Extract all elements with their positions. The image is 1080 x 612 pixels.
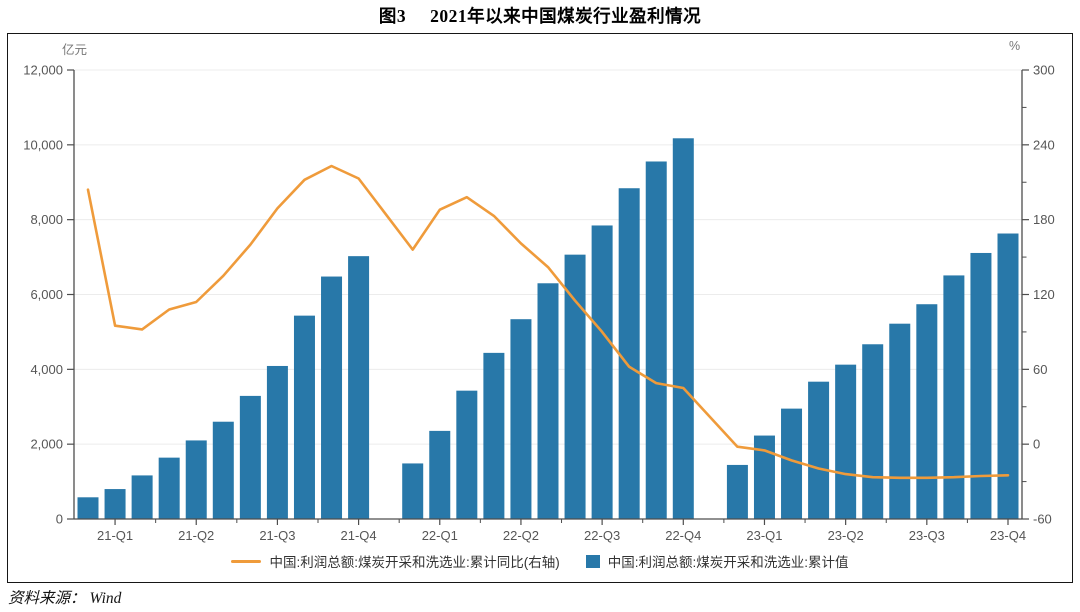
svg-text:8,000: 8,000 [30, 212, 63, 227]
yoy-line [86, 164, 1010, 480]
bar-series [77, 138, 1019, 520]
svg-text:0: 0 [1033, 437, 1040, 452]
legend-line-swatch-icon [231, 559, 262, 563]
bar-2023-09 [916, 304, 938, 519]
bar-2022-05 [483, 352, 505, 519]
right-axis-unit-label: % [1009, 39, 1021, 53]
svg-text:240: 240 [1033, 137, 1055, 152]
bar-2021-07 [212, 421, 234, 519]
svg-text:23-Q4: 23-Q4 [990, 528, 1026, 543]
svg-text:22-Q1: 22-Q1 [422, 528, 458, 543]
bar-2021-04 [131, 475, 153, 519]
bar-2021-06 [185, 440, 207, 519]
bar-2021-08 [239, 395, 261, 519]
bar-2023-07 [862, 344, 884, 519]
bar-2023-03 [753, 435, 775, 519]
bar-2022-03 [429, 430, 451, 519]
svg-text:6,000: 6,000 [30, 287, 63, 302]
svg-text:22-Q3: 22-Q3 [584, 528, 620, 543]
svg-text:12,000: 12,000 [23, 63, 63, 78]
bar-2023-04 [781, 408, 803, 519]
svg-text:2,000: 2,000 [30, 437, 63, 452]
bar-2022-02 [402, 463, 424, 519]
bar-2023-11 [970, 252, 992, 519]
left-axis: 0 2,000 4,000 6,000 8,000 10,000 12,000 [23, 63, 75, 527]
svg-text:23-Q2: 23-Q2 [828, 528, 864, 543]
svg-text:22-Q4: 22-Q4 [665, 528, 701, 543]
legend-item-line: 中国:利润总额:煤炭开采和洗选业:累计同比(右轴) [231, 551, 560, 571]
svg-text:10,000: 10,000 [23, 137, 63, 152]
svg-text:60: 60 [1033, 362, 1047, 377]
bar-2021-12 [348, 256, 370, 519]
bar-2022-11 [645, 161, 667, 519]
left-axis-unit-label: 亿元 [62, 43, 88, 57]
chart-legend: 中国:利润总额:煤炭开采和洗选业:累计同比(右轴) 中国:利润总额:煤炭开采和洗… [0, 551, 1080, 571]
source-note: 资料来源： Wind [8, 586, 121, 608]
svg-text:21-Q4: 21-Q4 [341, 528, 377, 543]
svg-text:23-Q3: 23-Q3 [909, 528, 945, 543]
bar-2022-07 [537, 283, 559, 519]
x-axis: 21-Q1 21-Q2 21-Q3 21-Q4 22-Q1 22-Q2 22-Q3 22-Q4… [74, 518, 1026, 543]
svg-text:21-Q3: 21-Q3 [259, 528, 295, 543]
svg-text:120: 120 [1033, 287, 1055, 302]
legend-item-bar: 中国:利润总额:煤炭开采和洗选业:累计值 [585, 551, 849, 571]
bar-2021-03 [104, 489, 126, 519]
figure-number: 图3 [378, 6, 407, 26]
bar-2023-02 [726, 464, 748, 519]
bar-2021-02 [77, 497, 99, 519]
svg-text:21-Q1: 21-Q1 [97, 528, 133, 543]
bar-2023-12 [997, 233, 1019, 519]
bar-2021-05 [158, 457, 180, 519]
svg-text:4,000: 4,000 [30, 362, 63, 377]
bar-2023-10 [943, 275, 965, 519]
svg-text:300: 300 [1033, 63, 1055, 78]
svg-text:0: 0 [56, 512, 63, 527]
bar-2022-12 [672, 138, 694, 520]
right-axis: -60 0 60 120 180 240 300 [1021, 63, 1055, 527]
svg-text:23-Q1: 23-Q1 [746, 528, 782, 543]
legend-line-label: 中国:利润总额:煤炭开采和洗选业:累计同比(右轴) [269, 555, 560, 570]
bar-2022-04 [456, 390, 478, 519]
bar-2022-06 [510, 319, 532, 519]
bar-2022-08 [564, 254, 586, 519]
svg-text:21-Q2: 21-Q2 [178, 528, 214, 543]
line-series [86, 164, 1010, 480]
svg-text:22-Q2: 22-Q2 [503, 528, 539, 543]
legend-bar-label: 中国:利润总额:煤炭开采和洗选业:累计值 [607, 555, 849, 570]
bar-2021-09 [266, 365, 288, 519]
bar-2023-06 [835, 364, 857, 519]
bar-2022-09 [591, 225, 613, 519]
figure-title-text: 2021年以来中国煤炭行业盈利情况 [430, 6, 702, 26]
figure-title: 图3 2021年以来中国煤炭行业盈利情况 [0, 3, 1080, 28]
bar-2023-08 [889, 323, 911, 519]
bar-2021-10 [293, 315, 315, 519]
source-label: 资料来源： [8, 590, 86, 607]
bar-2023-05 [808, 381, 830, 519]
bar-2022-10 [618, 188, 640, 519]
source-value: Wind [89, 590, 122, 607]
bar-2021-11 [321, 276, 343, 519]
svg-text:180: 180 [1033, 212, 1055, 227]
legend-bar-swatch-icon [585, 554, 600, 568]
svg-text:-60: -60 [1033, 512, 1052, 527]
